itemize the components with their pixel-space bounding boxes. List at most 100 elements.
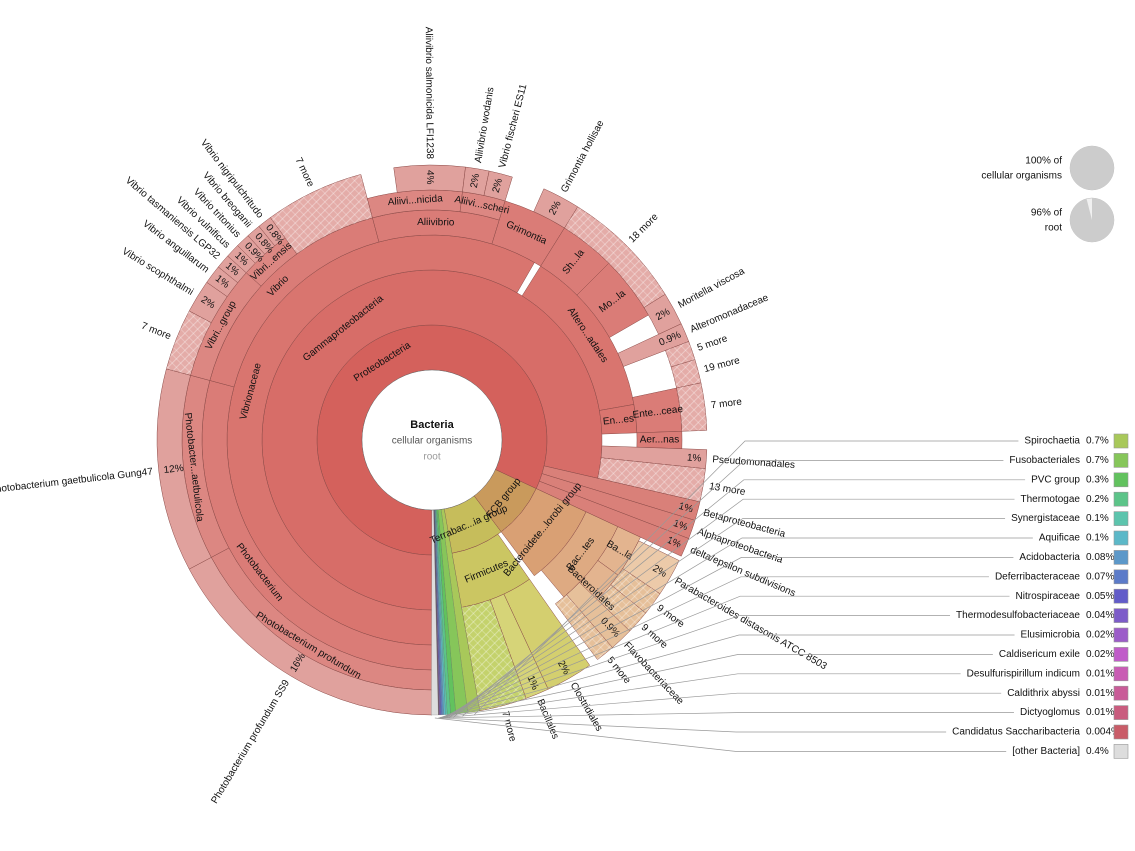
pie-name: root bbox=[1045, 223, 1062, 234]
legend-value: 0.7% bbox=[1086, 436, 1109, 447]
hatch bbox=[461, 599, 527, 711]
legend-name: Thermotogae bbox=[1021, 494, 1081, 505]
legend-name: PVC group bbox=[1031, 474, 1080, 485]
leaf-value: 4% bbox=[424, 170, 435, 185]
legend-connector bbox=[439, 615, 951, 719]
hatch bbox=[597, 457, 706, 502]
hatch bbox=[270, 174, 373, 254]
legend-connector bbox=[438, 692, 1002, 719]
legend-swatch bbox=[1113, 744, 1129, 759]
leaf-value: 2% bbox=[469, 173, 482, 189]
leaf-value: 1% bbox=[665, 535, 683, 551]
legend-connector bbox=[438, 717, 947, 733]
leaf-label: Pseudomonadales bbox=[712, 454, 795, 471]
leaf-label: Aliivibrio wodanis bbox=[473, 86, 497, 163]
legend-value: 0.04% bbox=[1086, 610, 1114, 621]
leaf-label: Photobacterium gaetbulicola Gung47 bbox=[0, 466, 154, 496]
leaf-label: Grimontia hollisae bbox=[559, 118, 606, 194]
legend-value: 0.3% bbox=[1086, 474, 1109, 485]
legend-name: Spirochaetia bbox=[1024, 436, 1080, 447]
legend-connector bbox=[446, 518, 1006, 718]
legend-name: Candidatus Saccharibacteria bbox=[952, 727, 1080, 738]
wedge bbox=[617, 323, 690, 367]
legend-value: 0.08% bbox=[1086, 552, 1114, 563]
legend-swatch bbox=[1113, 608, 1129, 623]
leaf-label: 7 more bbox=[710, 397, 743, 412]
legend-connector bbox=[444, 537, 1033, 719]
legend-swatch bbox=[1113, 472, 1129, 488]
legend-connector bbox=[442, 557, 1014, 719]
legend-name: Caldisericum exile bbox=[999, 649, 1081, 660]
legend-swatch bbox=[1113, 647, 1129, 662]
legend-swatch bbox=[1113, 627, 1129, 643]
legend-name: Thermodesulfobacteriaceae bbox=[956, 610, 1080, 621]
center-title: Bacteria bbox=[410, 419, 454, 431]
leaf-label: Vibrio fischeri ES11 bbox=[497, 83, 529, 170]
legend-name: Aquificae bbox=[1039, 533, 1081, 544]
legend-connector bbox=[453, 479, 1026, 718]
legend-swatch bbox=[1113, 511, 1129, 526]
hatch bbox=[555, 594, 613, 660]
leaf-label: 18 more bbox=[627, 211, 661, 245]
legend-value: 0.1% bbox=[1086, 513, 1109, 524]
legend-value: 0.02% bbox=[1086, 649, 1114, 660]
rings bbox=[156, 164, 708, 716]
legend-name: Acidobacteria bbox=[1019, 552, 1080, 563]
legend-name: Elusimicrobia bbox=[1021, 630, 1081, 641]
legend-connector bbox=[440, 595, 1010, 719]
legend-connector bbox=[439, 654, 993, 719]
legend-connector bbox=[439, 634, 1015, 719]
leaf-value: 12% bbox=[163, 463, 184, 476]
leaf-label: Bacillales bbox=[534, 698, 560, 741]
legend-value: 0.01% bbox=[1086, 688, 1114, 699]
leaf-value: 1% bbox=[687, 452, 702, 464]
leaf-label: Photobacterium profundum SS9 bbox=[209, 678, 292, 806]
leaf-label: 13 more bbox=[708, 481, 746, 498]
pie bbox=[1070, 146, 1114, 190]
leaf-label: Parabacteroides distasonis ATCC 8503 bbox=[673, 576, 829, 673]
leaf-value: 1% bbox=[525, 674, 541, 692]
legend-connector bbox=[448, 498, 1015, 718]
legend-swatch bbox=[1113, 724, 1129, 740]
legend-value: 0.05% bbox=[1086, 591, 1114, 602]
legend-value: 0.02% bbox=[1086, 630, 1114, 641]
legend-name: Nitrospiraceae bbox=[1016, 591, 1081, 602]
center-hole bbox=[361, 369, 503, 511]
legend-name: Fusobacteriales bbox=[1009, 455, 1080, 466]
center-root: root bbox=[423, 452, 440, 463]
leaf-label: Flavobacteriaceae bbox=[621, 640, 686, 707]
legend-swatch bbox=[1113, 453, 1129, 468]
legend: Spirochaetia 0.7% Fusobacteriales 0.7% PVC g… bbox=[434, 145, 1129, 759]
leaf-label: 7 more bbox=[293, 156, 317, 189]
legend-name: [other Bacteria] bbox=[1012, 746, 1080, 757]
legend-value: 0.1% bbox=[1086, 533, 1109, 544]
legend-swatch bbox=[1113, 588, 1129, 604]
legend-name: Desulfurispirillum indicum bbox=[967, 668, 1080, 679]
legend-swatch bbox=[1113, 491, 1129, 507]
legend-value: 0.01% bbox=[1086, 707, 1114, 718]
leaf-label: 9 more bbox=[655, 603, 687, 631]
legend-value: 0.2% bbox=[1086, 494, 1109, 505]
leaf-label: 5 more bbox=[696, 333, 729, 354]
legend-connector bbox=[461, 460, 1004, 717]
legend-connector bbox=[438, 712, 1014, 719]
legend-value: 0.7% bbox=[1086, 455, 1109, 466]
legend-swatch bbox=[1113, 433, 1129, 449]
legend-swatch bbox=[1113, 685, 1129, 701]
pie bbox=[1070, 198, 1115, 242]
legend-name: Synergistaceae bbox=[1011, 513, 1080, 524]
leaf-value: 1% bbox=[677, 501, 694, 515]
legend-swatch bbox=[1113, 666, 1129, 682]
legend-value: 0.01% bbox=[1086, 668, 1114, 679]
node-label: Aliivibrio bbox=[417, 217, 455, 229]
legend-swatch bbox=[1113, 569, 1129, 585]
hatch bbox=[166, 310, 212, 376]
hatch bbox=[676, 382, 707, 432]
legend-swatch bbox=[1113, 550, 1129, 565]
legend-value: 0.004% bbox=[1086, 727, 1120, 738]
legend-swatch bbox=[1113, 705, 1129, 720]
hatch bbox=[671, 359, 701, 389]
center-parent: cellular organisms bbox=[392, 436, 473, 447]
pie-value: 100% of bbox=[1025, 156, 1062, 167]
